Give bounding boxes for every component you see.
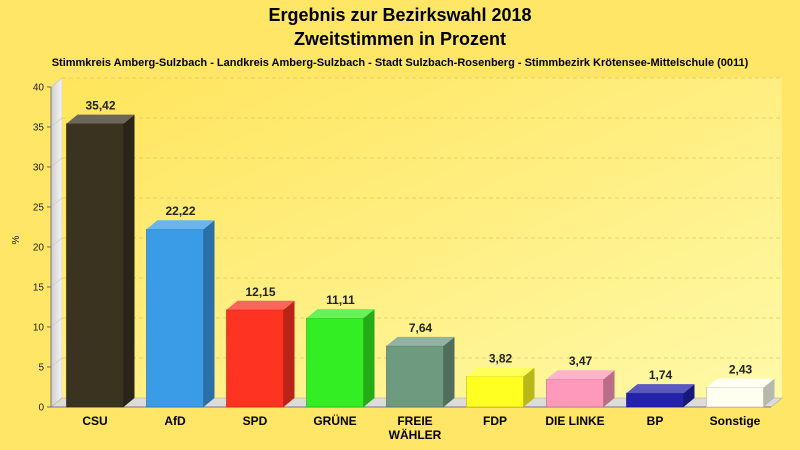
bar: [226, 300, 295, 408]
x-tick-label: CSU: [82, 414, 107, 428]
gridline-wall: [50, 77, 63, 88]
bar: [466, 367, 535, 408]
x-tick-label: FREIE WÄHLER: [389, 414, 442, 442]
bar-side: [763, 378, 775, 407]
data-label: 3,47: [569, 354, 593, 368]
bar-front: [146, 228, 204, 408]
y-axis-label: %: [11, 235, 22, 244]
data-label: 1,74: [649, 368, 673, 382]
gridline-wall: [50, 237, 63, 248]
y-tick-label: 10: [33, 323, 45, 334]
x-tick-label: SPD: [243, 414, 268, 428]
bar-side: [123, 114, 135, 407]
bar-top: [706, 378, 775, 388]
data-label: 7,64: [409, 321, 433, 335]
data-label: 2,43: [729, 363, 753, 377]
bar-front: [466, 376, 524, 408]
y-tick-label: 35: [33, 123, 45, 134]
bar-front: [626, 392, 684, 408]
bar-side: [443, 336, 455, 407]
bar-front: [226, 309, 284, 408]
x-tick-label: GRÜNE: [313, 413, 356, 428]
bar-front: [546, 378, 604, 408]
bar-front: [66, 123, 124, 408]
y-tick-label: 5: [38, 363, 44, 374]
gridline-wall: [50, 157, 63, 168]
bar-side: [603, 370, 615, 407]
y-tick-label: 0: [38, 403, 44, 414]
bar-top: [386, 336, 455, 346]
bar-side: [683, 384, 695, 407]
gridline-wall: [50, 277, 63, 288]
bar: [386, 336, 455, 408]
gridline-wall: [50, 357, 63, 368]
bar-side: [283, 300, 295, 407]
label-layer: 35,42 CSU 22,22 AfD 12,15 SPD 11,11 GRÜNE 7,64 FR…: [82, 99, 760, 442]
data-label: 22,22: [165, 204, 195, 218]
bar: [66, 114, 135, 408]
bar-top: [146, 220, 215, 230]
bar-top: [66, 114, 135, 124]
bar: [306, 309, 375, 408]
bar-front: [706, 387, 764, 408]
bar-side: [203, 220, 215, 407]
chart-title-line2: Zweitstimmen in Prozent: [294, 29, 506, 49]
bar: [546, 370, 615, 408]
gridline-wall: [50, 197, 63, 208]
x-tick-label: Sonstige: [710, 414, 761, 428]
bar-side: [363, 309, 375, 407]
y-tick-label: 15: [33, 283, 45, 294]
y-tick-label: 20: [33, 243, 45, 254]
data-label: 3,82: [489, 351, 513, 365]
y-tick-label: 25: [33, 203, 45, 214]
x-tick-label: FDP: [483, 414, 507, 428]
bar-top: [226, 300, 295, 310]
bar-top: [626, 384, 695, 394]
gridline-wall: [50, 317, 63, 328]
data-label: 11,11: [326, 293, 355, 307]
y-tick-label: 40: [33, 83, 45, 94]
bar-front: [386, 345, 444, 408]
y-tick-label: 30: [33, 163, 45, 174]
bar-side: [523, 367, 535, 407]
bar-top: [466, 367, 535, 377]
bar: [706, 378, 775, 408]
data-label: 35,42: [85, 99, 115, 113]
x-tick-label: AfD: [164, 414, 186, 428]
gridline-wall: [50, 117, 63, 128]
bar: [626, 384, 695, 408]
bar-front: [306, 317, 364, 408]
x-tick-label: BP: [647, 414, 664, 428]
x-tick-label: DIE LINKE: [545, 414, 604, 428]
bar: [146, 220, 215, 408]
bar-layer: [66, 114, 775, 408]
bar-top: [306, 309, 375, 319]
bar-top: [546, 370, 615, 380]
chart-subtitle: Stimmkreis Amberg-Sulzbach - Landkreis A…: [52, 57, 749, 69]
chart-title-line1: Ergebnis zur Bezirkswahl 2018: [268, 5, 531, 25]
data-label: 12,15: [245, 285, 275, 299]
